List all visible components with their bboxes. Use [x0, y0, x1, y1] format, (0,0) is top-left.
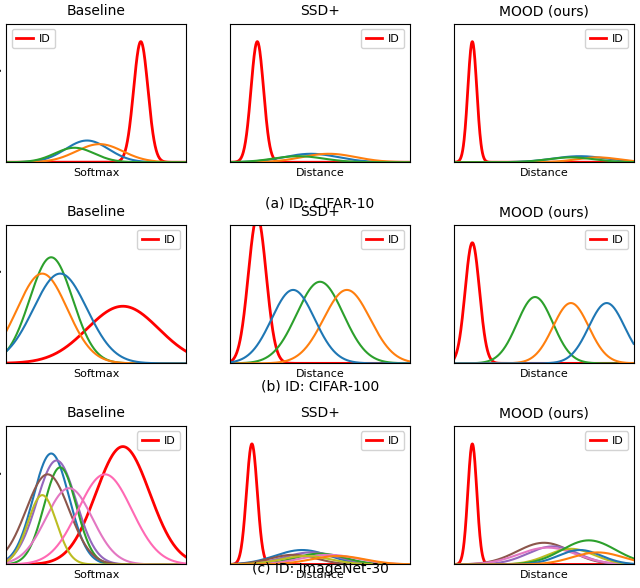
Text: (b) ID: CIFAR-100: (b) ID: CIFAR-100	[261, 379, 379, 393]
Legend: ID: ID	[12, 29, 55, 48]
Title: MOOD (ours): MOOD (ours)	[499, 406, 589, 420]
Title: Baseline: Baseline	[67, 406, 125, 420]
Legend: ID: ID	[361, 432, 404, 450]
Legend: ID: ID	[137, 432, 180, 450]
X-axis label: Softmax: Softmax	[73, 570, 119, 580]
X-axis label: Distance: Distance	[296, 168, 344, 178]
Legend: ID: ID	[361, 29, 404, 48]
X-axis label: Distance: Distance	[520, 570, 568, 580]
Y-axis label: Probability: Probability	[0, 265, 1, 323]
Legend: ID: ID	[585, 432, 628, 450]
X-axis label: Distance: Distance	[296, 570, 344, 580]
Title: SSD+: SSD+	[300, 406, 340, 420]
Title: SSD+: SSD+	[300, 205, 340, 219]
Text: (a) ID: CIFAR-10: (a) ID: CIFAR-10	[266, 197, 374, 211]
Legend: ID: ID	[585, 29, 628, 48]
Text: (c) ID: ImageNet-30: (c) ID: ImageNet-30	[252, 562, 388, 576]
Legend: ID: ID	[137, 230, 180, 249]
Title: SSD+: SSD+	[300, 4, 340, 18]
X-axis label: Softmax: Softmax	[73, 369, 119, 379]
Title: Baseline: Baseline	[67, 205, 125, 219]
X-axis label: Distance: Distance	[296, 369, 344, 379]
Title: MOOD (ours): MOOD (ours)	[499, 4, 589, 18]
Legend: ID: ID	[585, 230, 628, 249]
Title: MOOD (ours): MOOD (ours)	[499, 205, 589, 219]
Y-axis label: Probability: Probability	[0, 466, 1, 524]
Title: Baseline: Baseline	[67, 4, 125, 18]
X-axis label: Distance: Distance	[520, 369, 568, 379]
X-axis label: Distance: Distance	[520, 168, 568, 178]
Legend: ID: ID	[361, 230, 404, 249]
Y-axis label: Probability: Probability	[0, 64, 1, 122]
X-axis label: Softmax: Softmax	[73, 168, 119, 178]
